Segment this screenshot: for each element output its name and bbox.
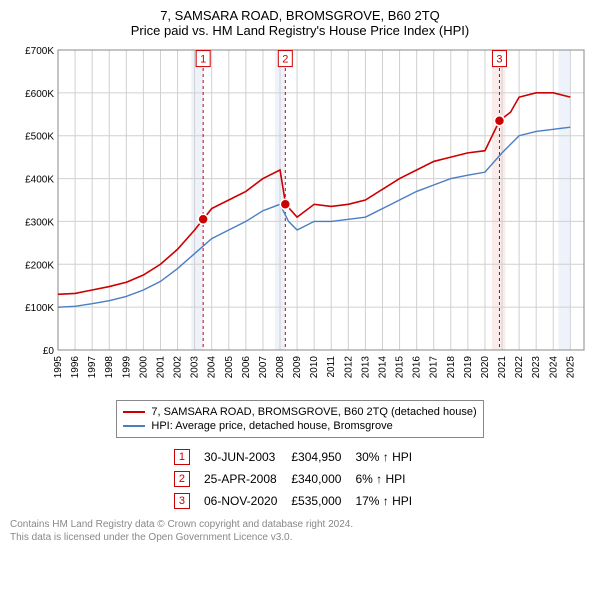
svg-text:2008: 2008 xyxy=(275,356,286,379)
transaction-date: 30-JUN-2003 xyxy=(204,446,291,468)
svg-text:£600K: £600K xyxy=(25,89,54,100)
legend-label: HPI: Average price, detached house, Brom… xyxy=(151,420,392,432)
svg-text:2021: 2021 xyxy=(497,356,508,379)
footer-line-1: Contains HM Land Registry data © Crown c… xyxy=(10,518,590,531)
svg-text:2007: 2007 xyxy=(258,356,269,379)
svg-text:2022: 2022 xyxy=(514,356,525,379)
legend-swatch xyxy=(123,425,145,427)
transaction-delta: 17% ↑ HPI xyxy=(355,490,426,512)
svg-text:1998: 1998 xyxy=(104,356,115,379)
svg-text:3: 3 xyxy=(496,54,502,66)
svg-text:2023: 2023 xyxy=(531,356,542,379)
transaction-row: 2 25-APR-2008£340,0006% ↑ HPI xyxy=(174,468,426,490)
chart-title: 7, SAMSARA ROAD, BROMSGROVE, B60 2TQ xyxy=(10,8,590,23)
svg-text:1995: 1995 xyxy=(53,356,64,379)
svg-text:2025: 2025 xyxy=(565,356,576,379)
svg-text:1997: 1997 xyxy=(87,356,98,379)
svg-text:£0: £0 xyxy=(43,346,55,357)
svg-text:2000: 2000 xyxy=(138,356,149,379)
transaction-delta: 6% ↑ HPI xyxy=(355,468,426,490)
svg-text:2010: 2010 xyxy=(309,356,320,379)
svg-text:2002: 2002 xyxy=(173,356,184,379)
transaction-delta: 30% ↑ HPI xyxy=(355,446,426,468)
footer-attribution: Contains HM Land Registry data © Crown c… xyxy=(10,518,590,544)
chart-container: 7, SAMSARA ROAD, BROMSGROVE, B60 2TQ Pri… xyxy=(0,0,600,552)
footer-line-2: This data is licensed under the Open Gov… xyxy=(10,531,590,544)
svg-text:2020: 2020 xyxy=(480,356,491,379)
svg-text:£500K: £500K xyxy=(25,132,54,143)
svg-text:2011: 2011 xyxy=(326,356,337,378)
svg-text:2003: 2003 xyxy=(190,356,201,379)
transaction-date: 25-APR-2008 xyxy=(204,468,291,490)
transaction-price: £340,000 xyxy=(291,468,355,490)
legend-item: HPI: Average price, detached house, Brom… xyxy=(123,419,476,433)
transaction-row: 3 06-NOV-2020£535,00017% ↑ HPI xyxy=(174,490,426,512)
transaction-marker-box: 2 xyxy=(174,471,190,487)
chart-subtitle: Price paid vs. HM Land Registry's House … xyxy=(10,23,590,38)
svg-text:£300K: £300K xyxy=(25,217,54,228)
legend-swatch xyxy=(123,411,145,413)
svg-text:2014: 2014 xyxy=(377,356,388,379)
svg-text:2019: 2019 xyxy=(463,356,474,379)
svg-text:2006: 2006 xyxy=(241,356,252,379)
transaction-marker-box: 3 xyxy=(174,493,190,509)
svg-text:2009: 2009 xyxy=(292,356,303,379)
svg-text:£400K: £400K xyxy=(25,175,54,186)
svg-text:2024: 2024 xyxy=(548,356,559,379)
transactions-table: 1 30-JUN-2003£304,95030% ↑ HPI 2 25-APR-200… xyxy=(174,446,426,512)
legend-label: 7, SAMSARA ROAD, BROMSGROVE, B60 2TQ (de… xyxy=(151,406,476,418)
svg-text:2: 2 xyxy=(282,54,288,66)
svg-text:2005: 2005 xyxy=(224,356,235,379)
transaction-price: £535,000 xyxy=(291,490,355,512)
svg-text:2015: 2015 xyxy=(395,356,406,379)
svg-text:£200K: £200K xyxy=(25,260,54,271)
svg-text:£700K: £700K xyxy=(25,46,54,57)
svg-text:2012: 2012 xyxy=(343,356,354,379)
transaction-date: 06-NOV-2020 xyxy=(204,490,291,512)
transaction-row: 1 30-JUN-2003£304,95030% ↑ HPI xyxy=(174,446,426,468)
svg-text:2017: 2017 xyxy=(429,356,440,379)
chart-legend: 7, SAMSARA ROAD, BROMSGROVE, B60 2TQ (de… xyxy=(116,400,483,438)
svg-text:2004: 2004 xyxy=(207,356,218,379)
line-chart-svg: £0 £100K £200K £300K £400K £500K £600K £700K 199… xyxy=(10,44,590,394)
svg-text:1999: 1999 xyxy=(121,356,132,379)
legend-item: 7, SAMSARA ROAD, BROMSGROVE, B60 2TQ (de… xyxy=(123,405,476,419)
svg-text:2018: 2018 xyxy=(446,356,457,379)
transaction-marker-box: 1 xyxy=(174,449,190,465)
svg-text:1: 1 xyxy=(200,54,206,66)
transaction-price: £304,950 xyxy=(291,446,355,468)
svg-text:£100K: £100K xyxy=(25,303,54,314)
chart-plot: £0 £100K £200K £300K £400K £500K £600K £700K 199… xyxy=(10,44,590,394)
svg-text:2016: 2016 xyxy=(412,356,423,379)
svg-text:1996: 1996 xyxy=(70,356,81,379)
svg-text:2013: 2013 xyxy=(360,356,371,379)
svg-text:2001: 2001 xyxy=(155,356,166,379)
